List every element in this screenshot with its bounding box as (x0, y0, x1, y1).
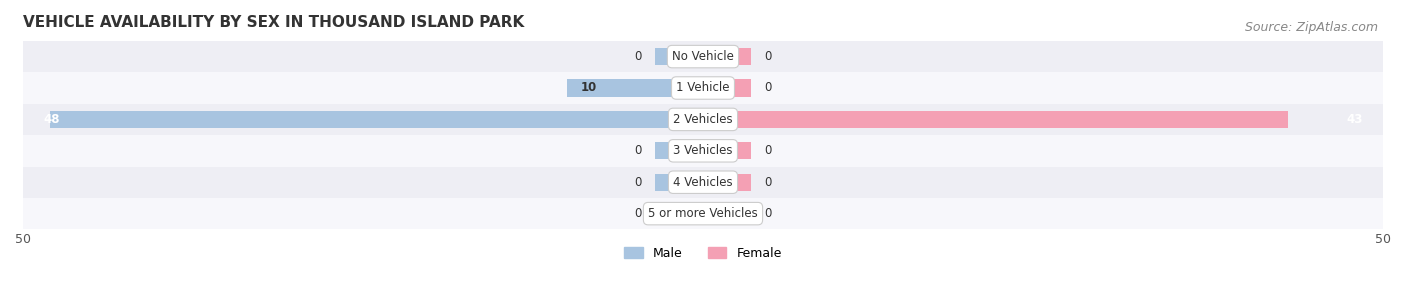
Text: 0: 0 (634, 207, 641, 220)
Bar (703, 48, 751, 65)
Legend: Male, Female: Male, Female (619, 242, 787, 264)
Bar (22, 198, 1384, 229)
Text: 10: 10 (581, 81, 598, 95)
Bar (703, 205, 751, 222)
Text: 5 or more Vehicles: 5 or more Vehicles (648, 207, 758, 220)
Bar (655, 142, 703, 160)
Text: VEHICLE AVAILABILITY BY SEX IN THOUSAND ISLAND PARK: VEHICLE AVAILABILITY BY SEX IN THOUSAND … (22, 15, 524, 30)
Text: 0: 0 (634, 144, 641, 157)
Text: 0: 0 (765, 176, 772, 189)
Bar (655, 174, 703, 191)
Bar (655, 48, 703, 65)
Text: 4 Vehicles: 4 Vehicles (673, 176, 733, 189)
Text: 1 Vehicle: 1 Vehicle (676, 81, 730, 95)
Bar (703, 79, 751, 97)
Bar (22, 135, 1384, 167)
Text: 2 Vehicles: 2 Vehicles (673, 113, 733, 126)
Text: 0: 0 (765, 144, 772, 157)
Bar (703, 142, 751, 160)
Text: 0: 0 (765, 81, 772, 95)
Text: 0: 0 (765, 50, 772, 63)
Text: 0: 0 (634, 50, 641, 63)
Text: 0: 0 (765, 207, 772, 220)
Bar (22, 41, 1384, 72)
Text: 0: 0 (634, 176, 641, 189)
Bar (51, 111, 703, 128)
Bar (22, 104, 1384, 135)
Text: Source: ZipAtlas.com: Source: ZipAtlas.com (1244, 21, 1378, 34)
Text: 43: 43 (1346, 113, 1362, 126)
Bar (655, 205, 703, 222)
Bar (22, 167, 1384, 198)
Text: No Vehicle: No Vehicle (672, 50, 734, 63)
Bar (703, 111, 1288, 128)
Bar (703, 174, 751, 191)
Bar (567, 79, 703, 97)
Text: 48: 48 (44, 113, 60, 126)
Bar (22, 72, 1384, 104)
Text: 3 Vehicles: 3 Vehicles (673, 144, 733, 157)
